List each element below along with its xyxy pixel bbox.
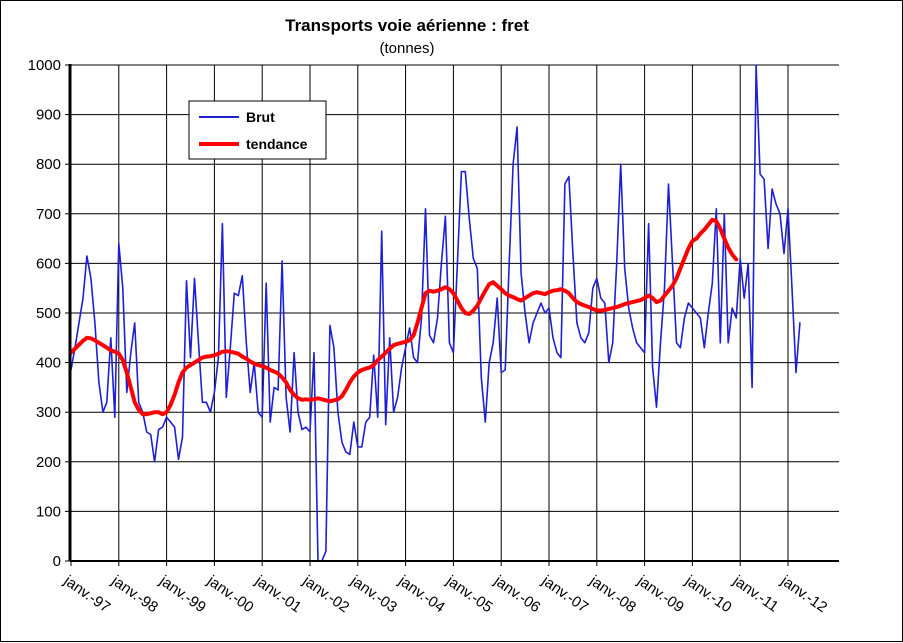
axis-layer [65, 64, 839, 566]
legend: Brut tendance [188, 100, 327, 160]
x-tick-label: janv.-97 [60, 572, 113, 616]
x-tick-label: janv.-99 [155, 572, 208, 616]
y-tick-label: 200 [36, 454, 61, 471]
x-tick-label: janv.-03 [347, 572, 400, 616]
x-tick-label: janv.-09 [633, 572, 686, 616]
x-tick-label: janv.-02 [299, 572, 352, 616]
y-tick-label: 300 [36, 404, 61, 421]
chart-subtitle: (tonnes) [379, 40, 434, 57]
x-tick-label: janv.-05 [442, 572, 495, 616]
y-tick-label: 900 [36, 107, 61, 124]
series-layer [69, 64, 801, 562]
y-tick-label: 700 [36, 206, 61, 223]
x-tick-label: janv.-01 [251, 572, 304, 616]
y-tick-label: 1000 [28, 57, 61, 74]
y-tick-label: 0 [53, 553, 61, 570]
series-line-brut [70, 64, 801, 562]
y-tick-label: 600 [36, 255, 61, 272]
x-tick-label: janv.-08 [586, 572, 639, 616]
x-tick-labels: janv.-97janv.-98janv.-99janv.-00janv.-01… [60, 572, 830, 616]
x-tick-label: janv.-00 [203, 572, 256, 616]
chart-title: Transports voie aérienne : fret [285, 16, 529, 35]
x-tick-label: janv.-11 [729, 572, 781, 616]
x-tick-label: janv.-10 [681, 572, 734, 616]
y-tick-label: 800 [36, 156, 61, 173]
x-tick-label: janv.-07 [538, 572, 591, 616]
legend-label-tendance: tendance [246, 136, 308, 152]
y-tick-label: 400 [36, 355, 61, 372]
y-tick-label: 100 [36, 503, 61, 520]
x-tick-label: janv.-04 [394, 572, 447, 616]
x-tick-label: janv.-12 [777, 572, 830, 616]
y-tick-label: 500 [36, 305, 61, 322]
series-line-tendance [69, 217, 739, 417]
x-tick-label: janv.-06 [490, 572, 543, 616]
legend-box [188, 100, 327, 160]
y-tick-labels: 0 100 200 300 400 500 600 700 800 900 1000 [28, 57, 61, 570]
grid-layer [70, 64, 839, 561]
x-tick-label: janv.-98 [108, 572, 161, 616]
legend-label-brut: Brut [246, 109, 275, 125]
